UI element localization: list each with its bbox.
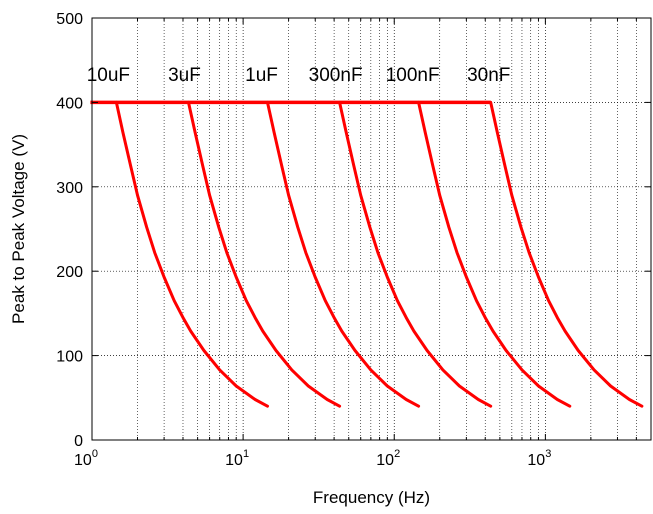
x-tick-label: 103 [527, 448, 551, 469]
series-label: 1uF [245, 65, 278, 86]
series-line [114, 100, 269, 408]
series-lines [90, 100, 644, 408]
series-label: 3uF [168, 65, 201, 86]
y-tick-label: 100 [56, 349, 83, 366]
series-line [266, 100, 421, 408]
series-label: 300nF [309, 65, 363, 86]
series-line [187, 100, 342, 408]
x-tick-label: 102 [376, 448, 400, 469]
x-axis-label: Frequency (Hz) [313, 488, 430, 507]
series-label: 30nF [467, 65, 510, 86]
y-axis-label: Peak to Peak Voltage (V) [9, 134, 28, 324]
series-line [489, 100, 644, 408]
y-tick-label: 300 [56, 180, 83, 197]
axis-ticks [91, 17, 652, 441]
y-tick-label: 0 [74, 433, 83, 450]
series-line [417, 100, 572, 408]
x-tick-label: 101 [225, 448, 249, 469]
y-tick-label: 500 [56, 11, 83, 28]
grid-lines [92, 18, 652, 440]
series-line [338, 100, 493, 408]
series-labels: 10uF 3uF 1uF 300nF 100nF 30nF [87, 65, 511, 86]
plot-frame [91, 17, 652, 441]
series-label: 10uF [87, 65, 130, 86]
x-tick-label: 100 [74, 448, 98, 469]
y-tick-label: 200 [56, 264, 83, 281]
series-label: 100nF [386, 65, 440, 86]
y-tick-label: 400 [56, 95, 83, 112]
